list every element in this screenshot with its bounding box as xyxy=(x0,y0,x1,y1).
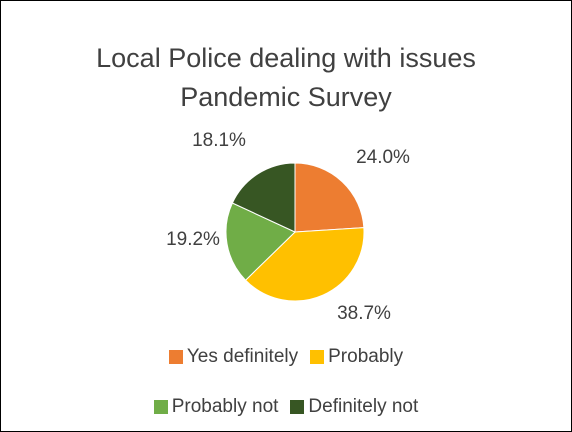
legend-swatch xyxy=(310,350,325,364)
legend-item-probably: Probably xyxy=(310,346,403,368)
legend-swatch xyxy=(168,350,183,364)
data-label-yes-definitely: 24.0% xyxy=(356,147,410,168)
chart-title: Local Police dealing with issues Pandemi… xyxy=(1,39,571,117)
pie-slice-probably-not xyxy=(225,202,296,281)
legend-label: Probably xyxy=(328,346,404,367)
pie-slice-probably xyxy=(244,227,365,302)
legend-item-probably-not: Probably not xyxy=(153,396,279,418)
pie-slice-yes-definitely xyxy=(294,162,365,233)
legend-row-2: Probably not Definitely not xyxy=(1,396,571,418)
legend-label: Probably not xyxy=(171,396,279,417)
legend-label: Definitely not xyxy=(308,396,419,417)
data-label-definitely-not: 18.1% xyxy=(192,130,246,151)
legend-item-yes-definitely: Yes definitely xyxy=(168,346,299,368)
legend-label: Yes definitely xyxy=(186,346,299,367)
legend-item-definitely-not: Definitely not xyxy=(290,396,418,418)
legend-row-1: Yes definitely Probably xyxy=(1,346,571,368)
pie-slice-definitely-not xyxy=(231,162,296,233)
data-label-probably-not: 19.2% xyxy=(166,229,220,250)
legend-swatch xyxy=(153,400,168,414)
data-label-probably: 38.7% xyxy=(337,303,391,324)
legend-swatch xyxy=(290,400,305,414)
chart-title-line1: Local Police dealing with issues xyxy=(96,43,476,73)
chart-title-line2: Pandemic Survey xyxy=(180,82,392,112)
